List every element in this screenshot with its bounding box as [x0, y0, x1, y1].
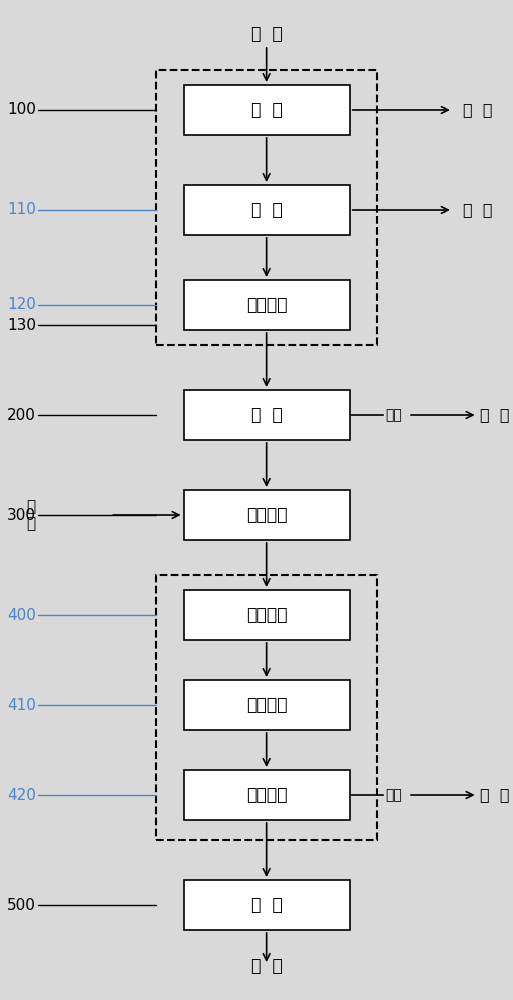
Text: 溶剂脱杂: 溶剂脱杂	[246, 506, 287, 524]
Text: 浇  注: 浇 注	[251, 896, 283, 914]
Bar	[184, 770, 350, 820]
Bar	[184, 85, 350, 135]
Text: 110: 110	[7, 202, 36, 218]
Text: 分  选: 分 选	[251, 101, 283, 119]
Text: 300: 300	[7, 508, 36, 522]
Text: 废  铝: 废 铝	[251, 25, 283, 43]
Text: 100: 100	[7, 103, 36, 117]
Text: 磁  选: 磁 选	[251, 201, 283, 219]
Bar	[184, 880, 350, 930]
Text: 130: 130	[7, 318, 36, 332]
Text: 合金调配: 合金调配	[246, 606, 287, 624]
Text: 410: 410	[7, 698, 36, 712]
Text: 120: 120	[7, 297, 36, 312]
Text: 铝  锭: 铝 锭	[251, 957, 283, 975]
Bar	[156, 70, 377, 345]
Text: 铁  质: 铁 质	[463, 202, 492, 218]
Text: 杂  质: 杂 质	[463, 103, 492, 117]
Bar	[184, 590, 350, 640]
Bar	[184, 680, 350, 730]
Text: 420: 420	[7, 788, 36, 802]
Bar	[184, 390, 350, 440]
Text: 200: 200	[7, 408, 36, 422]
Text: 熔  炼: 熔 炼	[251, 406, 283, 424]
Bar	[156, 575, 377, 840]
Bar	[184, 185, 350, 235]
Text: 溶
剂: 溶 剂	[26, 499, 35, 531]
Bar	[184, 280, 350, 330]
Text: 脱水除油: 脱水除油	[246, 296, 287, 314]
Bar	[184, 490, 350, 540]
Text: 铝  渣: 铝 渣	[480, 788, 509, 802]
Text: 过热保温: 过热保温	[246, 696, 287, 714]
Text: 随炉降温: 随炉降温	[246, 786, 287, 804]
Text: 搅拌: 搅拌	[386, 408, 403, 422]
Text: 400: 400	[7, 607, 36, 622]
Text: 铝  渣: 铝 渣	[480, 408, 509, 422]
Text: 搅拌: 搅拌	[386, 788, 403, 802]
Text: 500: 500	[7, 898, 36, 913]
